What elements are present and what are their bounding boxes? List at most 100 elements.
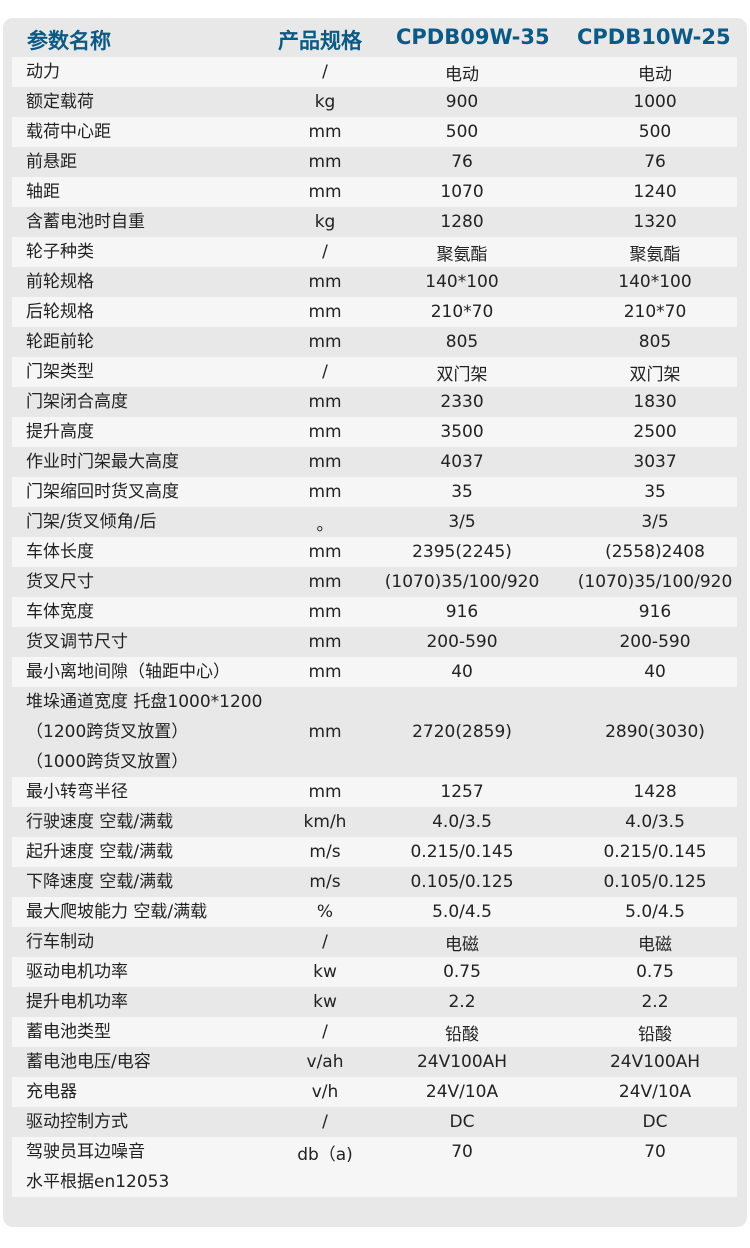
param-name: 门架闭合高度 xyxy=(26,387,128,417)
table-row: 前轮规格 mm 140*100 140*100 xyxy=(12,267,737,297)
param-name-line: 动力 xyxy=(26,62,60,82)
param-name-line: 最大爬坡能力 空载/满载 xyxy=(26,902,208,922)
param-name: 轮距前轮 xyxy=(26,327,94,357)
param-name-line: 门架类型 xyxy=(26,362,94,382)
table-row: 后轮规格 mm 210*70 210*70 xyxy=(12,297,737,327)
spec-table-card: 参数名称 产品规格 CPDB09W-35 CPDB10W-25 动力 / 电动 电动额… xyxy=(3,18,747,1227)
param-name-line: 行车制动 xyxy=(26,932,94,952)
param-name-line: （1000跨货叉放置） xyxy=(26,752,189,772)
param-name: 后轮规格 xyxy=(26,297,94,327)
table-row: 驾驶员耳边噪音 水平根据en12053 db（a) 70 70 xyxy=(12,1137,737,1197)
param-name-line: 驱动控制方式 xyxy=(26,1112,128,1132)
param-name-line: 水平根据en12053 xyxy=(26,1172,170,1192)
param-name-line: 蓄电池类型 xyxy=(26,1022,111,1042)
param-name-line: （1200跨货叉放置） xyxy=(26,722,189,742)
table-row: 提升高度 mm 3500 2500 xyxy=(12,417,737,447)
table-row: 堆垛通道宽度 托盘1000*1200 （1200跨货叉放置） （1000跨货叉放置）… xyxy=(12,687,737,777)
table-row: 动力 / 电动 电动 xyxy=(12,57,737,87)
table-row: 驱动控制方式 / DC DC xyxy=(12,1107,737,1137)
param-name-line: 驾驶员耳边噪音 xyxy=(26,1142,145,1162)
param-name: 车体长度 xyxy=(26,537,94,567)
table-row: 行驶速度 空载/满载 km/h 4.0/3.5 4.0/3.5 xyxy=(12,807,737,837)
param-name-line: 作业时门架最大高度 xyxy=(26,452,179,472)
table-row: 行车制动 / 电磁 电磁 xyxy=(12,927,737,957)
table-row: 蓄电池类型 / 铅酸 铅酸 xyxy=(12,1017,737,1047)
param-name-line: 货叉调节尺寸 xyxy=(26,632,128,652)
param-name: 行车制动 xyxy=(26,927,94,957)
param-name-line: 下降速度 空载/满载 xyxy=(26,872,174,892)
param-name: 门架/货叉倾角/后 xyxy=(26,507,156,537)
param-name: 含蓄电池时自重 xyxy=(26,207,145,237)
param-name: 动力 xyxy=(26,57,60,87)
param-name: 行驶速度 空载/满载 xyxy=(26,807,173,837)
param-name: 车体宽度 xyxy=(26,597,94,627)
table-row: 最大爬坡能力 空载/满载% 5.0/4.5 5.0/4.5 xyxy=(12,897,737,927)
param-name-line: 额定载荷 xyxy=(26,92,94,112)
param-name: 驱动电机功率 xyxy=(26,957,128,987)
param-name-line: 车体宽度 xyxy=(26,602,94,622)
param-name-line: 轮距前轮 xyxy=(26,332,94,352)
table-row: 额定载荷 kg 900 1000 xyxy=(12,87,737,117)
param-name: 轴距 xyxy=(26,177,60,207)
table-row: 蓄电池电压/电容 v/ah 24V100AH 24V100AH xyxy=(12,1047,737,1077)
param-name-line: 起升速度 空载/满载 xyxy=(26,842,174,862)
table-body: 动力 / 电动 电动 额定载荷 kg 900 1000 载荷中心距 mm 500 500 前悬距 mm 76… xyxy=(12,57,737,1197)
table-row: 最小转弯半径 mm 1257 1428 xyxy=(12,777,737,807)
param-name: 提升电机功率 xyxy=(26,987,128,1017)
table-row: 轮子种类 / 聚氨酯 聚氨酯 xyxy=(12,237,737,267)
param-name: 轮子种类 xyxy=(26,237,94,267)
param-name: 门架缩回时货叉高度 xyxy=(26,477,179,507)
param-name: 门架类型 xyxy=(26,357,94,387)
table-row: 车体长度 mm 2395(2245) (2558)2408 xyxy=(12,537,737,567)
param-name: 下降速度 空载/满载 xyxy=(26,867,173,897)
table-header: 参数名称 产品规格 CPDB09W-35 CPDB10W-25 xyxy=(3,18,747,57)
table-row: 作业时门架最大高度 mm 4037 3037 xyxy=(12,447,737,477)
header-unit: 产品规格 xyxy=(278,29,362,53)
param-name: 驱动控制方式 xyxy=(26,1107,128,1137)
param-name-line: 车体长度 xyxy=(26,542,94,562)
table-row: 轴距 mm 1070 1240 xyxy=(12,177,737,207)
param-name: 载荷中心距 xyxy=(26,117,111,147)
table-row: 起升速度 空载/满载 m/s 0.215/0.145 0.215/0.145 xyxy=(12,837,737,867)
param-name: 作业时门架最大高度 xyxy=(26,447,179,477)
table-row: 轮距前轮 mm 805 805 xyxy=(12,327,737,357)
header-model-1: CPDB09W-35 xyxy=(396,25,550,49)
param-name-line: 门架/货叉倾角/后 xyxy=(26,512,157,532)
param-name: 货叉尺寸 xyxy=(26,567,94,597)
param-name: 蓄电池类型 xyxy=(26,1017,111,1047)
param-name: 额定载荷 xyxy=(26,87,94,117)
param-name-line: 最小离地间隙（轴距中心） xyxy=(26,662,230,682)
param-name-line: 门架缩回时货叉高度 xyxy=(26,482,179,502)
param-name: 堆垛通道宽度 托盘1000*1200 （1200跨货叉放置） （1000跨货叉放置） xyxy=(26,687,262,777)
param-name-line: 行驶速度 空载/满载 xyxy=(26,812,174,832)
param-name-line: 载荷中心距 xyxy=(26,122,111,142)
param-name: 最小离地间隙（轴距中心） xyxy=(26,657,230,687)
header-model-2: CPDB10W-25 xyxy=(577,25,731,49)
param-name-line: 最小转弯半径 xyxy=(26,782,128,802)
param-name: 货叉调节尺寸 xyxy=(26,627,128,657)
param-name: 充电器 xyxy=(26,1077,77,1107)
table-row: 载荷中心距 mm 500 500 xyxy=(12,117,737,147)
param-name: 蓄电池电压/电容 xyxy=(26,1047,151,1077)
param-name: 起升速度 空载/满载 xyxy=(26,837,173,867)
param-name-line: 驱动电机功率 xyxy=(26,962,128,982)
table-row: 驱动电机功率 kw 0.75 0.75 xyxy=(12,957,737,987)
param-name-line: 轮子种类 xyxy=(26,242,94,262)
param-name-line: 前悬距 xyxy=(26,152,77,172)
param-name-line: 后轮规格 xyxy=(26,302,94,322)
header-param-name: 参数名称 xyxy=(27,29,111,53)
table-row: 最小离地间隙（轴距中心） mm 40 40 xyxy=(12,657,737,687)
param-name-line: 前轮规格 xyxy=(26,272,94,292)
param-name: 提升高度 xyxy=(26,417,94,447)
param-name: 最小转弯半径 xyxy=(26,777,128,807)
param-name-line: 充电器 xyxy=(26,1082,77,1102)
table-row: 提升电机功率 kw 2.2 2.2 xyxy=(12,987,737,1017)
table-row: 车体宽度 mm 916 916 xyxy=(12,597,737,627)
param-name: 最大爬坡能力 空载/满载 xyxy=(26,897,207,927)
table-row: 含蓄电池时自重 kg 1280 1320 xyxy=(12,207,737,237)
param-name-line: 货叉尺寸 xyxy=(26,572,94,592)
table-row: 门架类型 / 双门架 双门架 xyxy=(12,357,737,387)
param-name-line: 堆垛通道宽度 托盘1000*1200 xyxy=(26,692,263,712)
table-row: 货叉尺寸 mm (1070)35/100/920 (1070)35/100/920 xyxy=(12,567,737,597)
param-name: 驾驶员耳边噪音水平根据en12053 xyxy=(26,1137,169,1197)
